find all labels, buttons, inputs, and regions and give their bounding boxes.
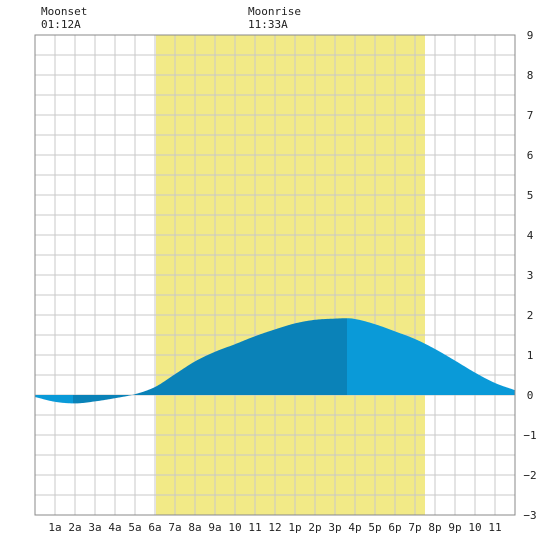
x-tick-label: 3a	[88, 521, 101, 534]
x-tick-label: 4a	[108, 521, 121, 534]
x-tick-labels: 1a 2a 3a 4a 5a 6a 7a 8a 9a 10 11 12 1p 2p 3p 4p 5p 6p 7p 8p…	[48, 521, 501, 534]
x-tick-label: 7a	[168, 521, 181, 534]
tide-area-segment	[73, 318, 347, 404]
tide-area-layer	[35, 318, 515, 404]
y-tick-label: 8	[527, 69, 534, 82]
x-tick-label: 3p	[328, 521, 341, 534]
x-tick-label: 2a	[68, 521, 81, 534]
y-tick-label: 1	[527, 349, 534, 362]
x-tick-label: 8a	[188, 521, 201, 534]
y-tick-label: 2	[527, 309, 534, 322]
x-tick-label: 6p	[388, 521, 401, 534]
tide-area-segment	[35, 395, 73, 404]
y-tick-label: −1	[523, 429, 536, 442]
y-tick-label: 0	[527, 389, 534, 402]
tide-area-segment	[347, 318, 515, 395]
x-tick-label: 6a	[148, 521, 161, 534]
y-tick-label: 7	[527, 109, 534, 122]
y-tick-label: −3	[523, 509, 536, 522]
x-tick-label: 7p	[408, 521, 421, 534]
moon-event-label: Moonrise	[248, 5, 301, 18]
x-tick-label: 2p	[308, 521, 321, 534]
x-tick-label: 12	[268, 521, 281, 534]
y-tick-label: 4	[527, 229, 534, 242]
x-tick-label: 8p	[428, 521, 441, 534]
moon-event-time: 11:33A	[248, 18, 288, 31]
moon-event-time: 01:12A	[41, 18, 81, 31]
x-tick-label: 10	[228, 521, 241, 534]
x-tick-label: 11	[248, 521, 261, 534]
y-tick-label: 9	[527, 29, 534, 42]
x-tick-label: 1p	[288, 521, 301, 534]
x-tick-label: 5a	[128, 521, 141, 534]
x-tick-label: 1a	[48, 521, 61, 534]
x-tick-label: 5p	[368, 521, 381, 534]
y-tick-label: 3	[527, 269, 534, 282]
y-tick-label: 5	[527, 189, 534, 202]
moon-event-label: Moonset	[41, 5, 87, 18]
x-tick-label: 11	[488, 521, 501, 534]
y-tick-label: −2	[523, 469, 536, 482]
y-tick-label: 6	[527, 149, 534, 162]
x-tick-label: 4p	[348, 521, 361, 534]
x-tick-label: 10	[468, 521, 481, 534]
y-tick-labels: −3 −2 −1 0 1 2 3 4 5 6 7 8 9	[523, 29, 536, 522]
x-tick-label: 9p	[448, 521, 461, 534]
x-tick-label: 9a	[208, 521, 221, 534]
plot-frame	[34, 34, 516, 516]
